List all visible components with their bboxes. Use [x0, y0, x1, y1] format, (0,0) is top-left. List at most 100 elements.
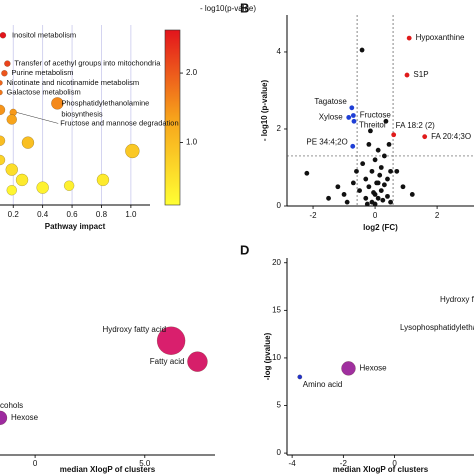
point	[377, 172, 383, 178]
panel-label: D	[240, 242, 249, 257]
bubble	[21, 136, 35, 149]
point-label: Tagatose	[314, 97, 347, 106]
bubble	[1, 70, 8, 77]
x-tick-label: 0.4	[37, 210, 49, 219]
y-tick-label: 4	[277, 47, 282, 56]
colorbar	[164, 29, 181, 206]
x-tick-label: -2	[309, 211, 317, 220]
y-tick-label: 15	[272, 305, 281, 314]
bubble	[0, 104, 6, 116]
point	[360, 161, 366, 167]
point	[326, 195, 331, 201]
y-axis-title: - log10 (p-value)	[260, 79, 269, 141]
point	[404, 72, 410, 78]
point-label: Fatty acid	[150, 357, 185, 366]
bubble	[0, 135, 6, 146]
point-label: Hydroxy fatty acid	[103, 325, 167, 334]
point-label: Phosphatidylethanolamine biosynthesis	[61, 98, 149, 118]
point	[341, 192, 347, 197]
point	[409, 192, 415, 197]
point-label: Xylose	[319, 113, 344, 122]
point	[400, 184, 406, 190]
bubble	[0, 154, 6, 166]
y-tick-label: 5	[277, 401, 282, 410]
bubble	[6, 114, 17, 125]
y-tick-label: 0	[277, 201, 282, 210]
point	[386, 141, 392, 147]
x-tick-label: 0.2	[8, 210, 20, 219]
x-tick-label: -2	[340, 459, 348, 468]
point	[344, 199, 350, 205]
x-axis-title: Pathway impact	[45, 222, 106, 231]
point	[380, 197, 386, 203]
bubble	[0, 32, 7, 39]
point	[381, 153, 387, 159]
colorbar-tick-label: 1.0	[186, 138, 198, 147]
point	[366, 141, 372, 147]
point	[366, 184, 372, 190]
annotation: cohols	[0, 401, 23, 410]
bubble	[4, 60, 11, 67]
x-tick-label: 0.6	[66, 210, 78, 219]
colorbar-title: - log10(p-value)	[200, 4, 256, 13]
colorbar-tick-label: 2.0	[186, 68, 198, 77]
panel: 0.2 0.4 0.6 0.8 1.0 2.0 1.0 - log10(p-value) Ino…	[0, 4, 256, 231]
bubble	[36, 181, 49, 194]
panel: 0 5.0 Hydroxy fatty acid Fatty acid Hexose co…	[0, 325, 215, 474]
y-tick-label: 0	[277, 448, 282, 457]
point	[391, 132, 397, 138]
x-axis-title: median XlogP of clusters	[60, 465, 156, 474]
panel-label: B	[240, 0, 249, 15]
point-label: S1P	[413, 70, 428, 79]
point	[406, 35, 412, 41]
point-label: Transfer of acethyl groups into mitochon…	[14, 59, 161, 68]
point-label: Hypoxanthine	[416, 33, 465, 42]
point	[350, 143, 356, 149]
point-label: Purine metabolism	[11, 68, 73, 77]
x-tick-label: 0	[392, 459, 397, 468]
point	[381, 182, 387, 188]
bubble	[15, 173, 29, 187]
bubble	[63, 180, 75, 191]
bubble	[0, 89, 3, 96]
point	[363, 195, 369, 201]
point-label: Fructose and mannose degradation	[60, 118, 178, 127]
y-axis-title: -log (pvalue)	[263, 332, 272, 380]
x-tick-label: 0	[33, 459, 38, 468]
point	[354, 168, 359, 174]
x-tick-label: 1.0	[125, 210, 137, 219]
x-axis-title: log2 (FC)	[363, 223, 398, 232]
point	[346, 115, 352, 120]
point	[372, 157, 378, 163]
bubble	[0, 410, 8, 426]
x-tick-label: 0	[373, 211, 378, 220]
point	[375, 180, 381, 186]
point-label: Hexose	[11, 413, 39, 422]
point	[375, 195, 381, 201]
bubble	[96, 173, 110, 187]
point	[385, 193, 390, 199]
point	[388, 168, 393, 174]
bubble	[297, 374, 303, 380]
leader-line	[16, 112, 59, 124]
y-tick-label: 20	[272, 258, 281, 267]
point	[375, 147, 381, 153]
x-tick-label: -4	[289, 459, 297, 468]
point-label: Galactose metabolism	[7, 87, 81, 96]
bubble	[51, 97, 64, 110]
point-label: FA 20:4;3O	[431, 132, 471, 141]
point-label: PE 34:4;2O	[306, 137, 347, 146]
point-label: Nicotinate and nicotinamide metabolism	[7, 78, 140, 87]
annotation: Lysophosphatidyletha	[400, 323, 474, 332]
point-label: FA 18:2 (2)	[396, 121, 435, 130]
point	[372, 201, 378, 207]
point	[383, 118, 389, 124]
x-axis-title: median XlogP of clusters	[333, 465, 429, 474]
point	[378, 165, 384, 170]
point	[350, 113, 356, 118]
point	[378, 188, 384, 193]
point	[351, 118, 357, 124]
y-tick-label: 10	[272, 353, 281, 362]
y-tick-label: 2	[277, 124, 282, 133]
